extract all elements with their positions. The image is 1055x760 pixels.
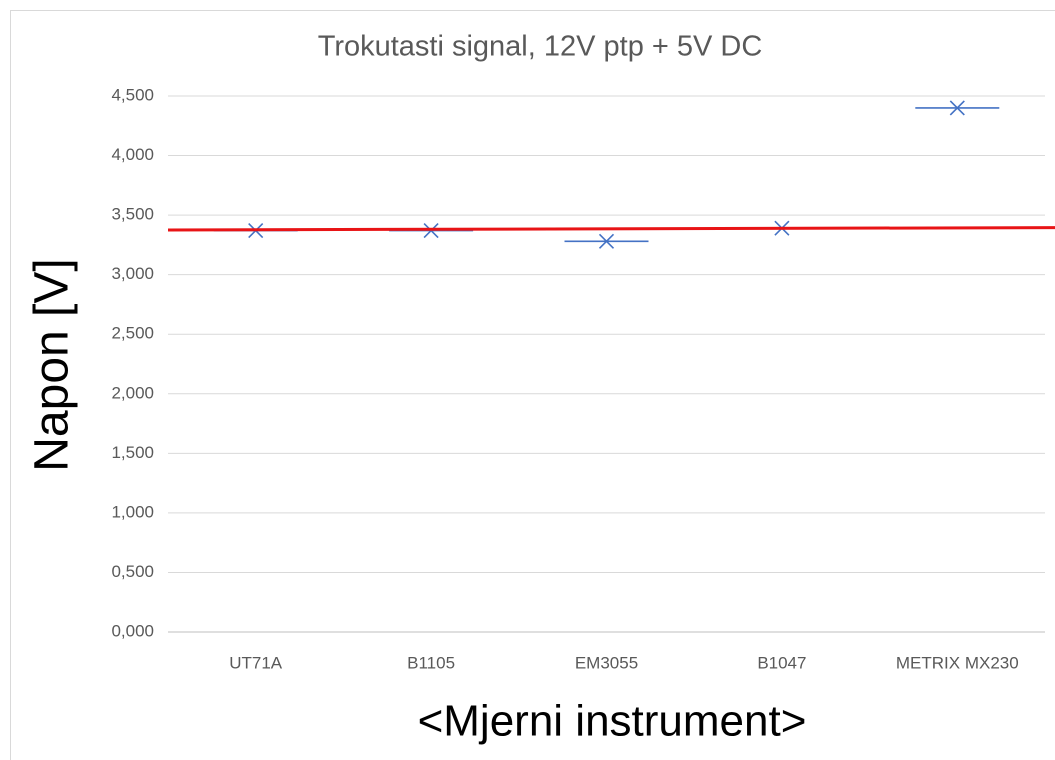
y-tick-label: 2,000 bbox=[111, 383, 154, 402]
trend-line bbox=[167, 226, 1055, 232]
x-tick-label: UT71A bbox=[229, 653, 283, 672]
y-tick-label: 4,500 bbox=[111, 85, 154, 104]
marker bbox=[564, 233, 649, 249]
y-tick-label: 3,500 bbox=[111, 205, 154, 224]
y-tick-label: 1,500 bbox=[111, 443, 154, 462]
y-tick-label: 0,500 bbox=[111, 562, 154, 581]
chart-title: Trokutasti signal, 12V ptp + 5V DC bbox=[318, 31, 763, 63]
marker-stroke bbox=[598, 233, 615, 249]
marker-stroke bbox=[949, 100, 965, 116]
y-tick-label: 4,000 bbox=[111, 145, 154, 164]
x-tick-label: B1105 bbox=[407, 653, 455, 672]
x-tick-label: B1047 bbox=[757, 653, 806, 672]
x-tick-label: EM3055 bbox=[575, 653, 638, 672]
y-tick-label: 0,000 bbox=[111, 621, 154, 640]
x-tick-label: METRIX MX230 bbox=[896, 653, 1019, 672]
y-axis-label: Napon [V] bbox=[26, 258, 79, 471]
y-tick-label: 3,000 bbox=[111, 264, 154, 283]
marker bbox=[915, 100, 1000, 116]
x-axis-label: <Mjerni instrument> bbox=[418, 697, 807, 746]
y-tick-label: 1,000 bbox=[111, 502, 154, 521]
y-tick-label: 2,500 bbox=[111, 324, 154, 343]
chart-border bbox=[10, 10, 1055, 760]
